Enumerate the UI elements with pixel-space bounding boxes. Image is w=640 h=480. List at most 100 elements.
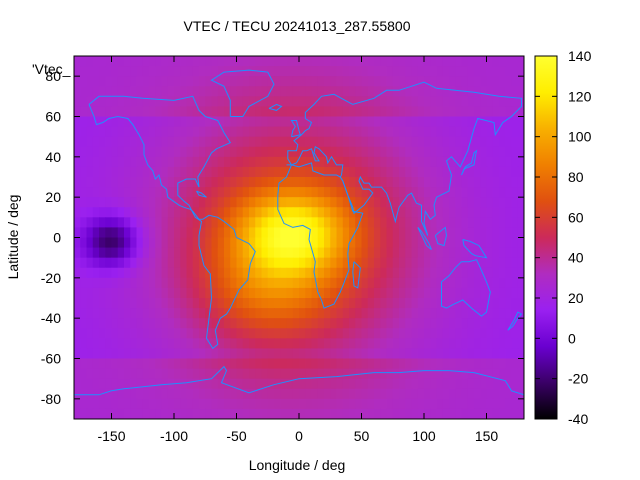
heatmap-cell <box>280 187 288 198</box>
heatmap-cell <box>230 197 238 208</box>
heatmap-cell <box>230 96 238 108</box>
heatmap-cell <box>455 86 463 97</box>
heatmap-cell <box>149 136 156 148</box>
heatmap-cell <box>261 378 269 390</box>
heatmap-cell <box>242 156 250 168</box>
heatmap-cell <box>224 116 231 128</box>
heatmap-cell <box>380 257 388 269</box>
heatmap-cell <box>236 227 244 239</box>
heatmap-cell <box>242 277 250 289</box>
heatmap-cell <box>517 76 524 87</box>
heatmap-cell <box>486 217 494 229</box>
heatmap-cell <box>405 207 413 218</box>
heatmap-cell <box>155 166 163 178</box>
heatmap-cell <box>274 287 281 299</box>
heatmap-cell <box>211 177 219 188</box>
heatmap-cell <box>80 187 88 198</box>
heatmap-cell <box>380 237 388 249</box>
heatmap-cell <box>161 237 169 249</box>
heatmap-cell <box>286 227 294 239</box>
heatmap-cell <box>324 187 331 198</box>
heatmap-cell <box>136 328 144 339</box>
heatmap-cell <box>324 56 331 67</box>
heatmap-cell <box>117 348 125 360</box>
heatmap-cell <box>136 207 144 218</box>
heatmap-cell <box>180 177 188 188</box>
heatmap-cell <box>455 166 463 178</box>
heatmap-cell <box>442 106 450 118</box>
heatmap-cell <box>424 76 431 87</box>
heatmap-cell <box>455 368 463 380</box>
heatmap-cell <box>286 237 294 249</box>
heatmap-cell <box>467 368 475 380</box>
heatmap-cell <box>242 237 250 249</box>
heatmap-cell <box>292 267 300 279</box>
heatmap-cell <box>449 136 456 148</box>
heatmap-cell <box>355 56 363 67</box>
heatmap-cell <box>186 368 194 380</box>
heatmap-cell <box>124 247 131 259</box>
x-axis-label: Longitude / deg <box>249 457 346 473</box>
heatmap-cell <box>80 388 88 400</box>
heatmap-cell <box>330 116 338 128</box>
heatmap-cell <box>330 207 338 218</box>
heatmap-cell <box>436 237 444 249</box>
heatmap-cell <box>292 398 300 410</box>
heatmap-cell <box>242 227 250 239</box>
heatmap-cell <box>192 146 200 158</box>
heatmap-cell <box>249 267 256 279</box>
heatmap-cell <box>74 358 81 370</box>
heatmap-cell <box>117 338 125 350</box>
heatmap-cell <box>499 227 506 239</box>
heatmap-cell <box>217 166 225 178</box>
heatmap-cell <box>230 146 238 158</box>
heatmap-cell <box>342 66 350 77</box>
heatmap-cell <box>224 368 231 380</box>
heatmap-cell <box>130 378 138 390</box>
heatmap-cell <box>205 408 213 419</box>
heatmap-cell <box>92 217 100 229</box>
heatmap-cell <box>261 177 269 188</box>
heatmap-cell <box>430 247 438 259</box>
heatmap-cell <box>299 177 306 188</box>
heatmap-cell <box>330 187 338 198</box>
heatmap-cell <box>517 237 524 249</box>
heatmap-cell <box>455 197 463 208</box>
heatmap-cell <box>317 388 325 400</box>
heatmap-cell <box>467 187 475 198</box>
heatmap-cell <box>180 66 188 77</box>
heatmap-cell <box>336 378 344 390</box>
heatmap-cell <box>336 166 344 178</box>
heatmap-cell <box>292 217 300 229</box>
heatmap-cell <box>311 328 319 339</box>
heatmap-cell <box>299 378 306 390</box>
heatmap-cell <box>411 136 419 148</box>
heatmap-cell <box>130 298 138 309</box>
heatmap-cell <box>299 318 306 329</box>
heatmap-cell <box>111 126 119 138</box>
heatmap-cell <box>392 106 400 118</box>
heatmap-cell <box>236 177 244 188</box>
heatmap-cell <box>317 96 325 108</box>
heatmap-cell <box>330 398 338 410</box>
heatmap-cell <box>167 348 175 360</box>
heatmap-cell <box>336 388 344 400</box>
heatmap-cell <box>286 126 294 138</box>
heatmap-cell <box>474 156 481 168</box>
heatmap-cell <box>399 388 406 400</box>
heatmap-cell <box>211 247 219 259</box>
heatmap-cell <box>317 76 325 87</box>
heatmap-cell <box>355 116 363 128</box>
heatmap-cell <box>367 76 375 87</box>
heatmap-cell <box>124 197 131 208</box>
heatmap-cell <box>99 56 106 67</box>
heatmap-cell <box>436 116 444 128</box>
heatmap-cell <box>211 277 219 289</box>
heatmap-cell <box>367 187 375 198</box>
heatmap-cell <box>161 207 169 218</box>
overlay-label: 'Vtec_ <box>32 61 71 77</box>
heatmap-cell <box>117 257 125 269</box>
heatmap-cell <box>192 318 200 329</box>
heatmap-cell <box>211 106 219 118</box>
heatmap-cell <box>167 237 175 249</box>
